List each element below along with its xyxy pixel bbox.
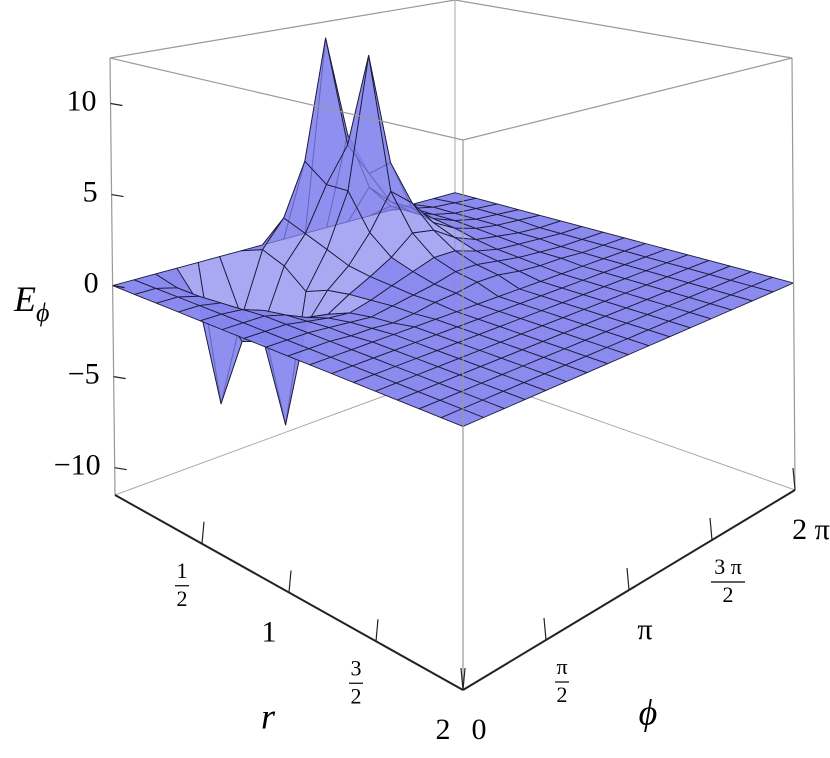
box-edge [109,0,456,59]
y-tick [792,467,796,491]
y-tick [543,617,547,641]
box-edge [109,57,116,496]
tick-label: −5 [68,358,100,391]
z-tick [113,376,126,380]
box-edge [454,0,793,59]
x-tick [288,570,292,593]
box-edge [791,57,796,491]
box-edge [462,57,793,141]
tick-label: −10 [54,449,101,482]
x-tick [462,667,466,691]
z-axis-title: Eϕ [13,279,49,327]
box-edge [109,57,464,141]
z-tick [114,467,127,471]
y-tick [709,517,713,541]
x-tick [201,521,205,544]
tick-label: 0 [472,713,487,746]
tick-label: 10 [67,84,97,117]
tick-label: 1 [262,615,277,648]
y-tick [460,667,464,691]
z-tick [110,102,123,107]
tick-label: 2 π [792,513,830,546]
tick-label: 3/2 [351,655,362,708]
tick-label: 2 [436,713,451,746]
x-axis-title: r [261,696,276,736]
y-tick [626,567,630,591]
tick-label: 3 π/2 [714,554,742,607]
tick-label: 1/2 [177,558,188,611]
surface [112,37,795,427]
surface-patch [440,408,485,427]
z-tick [112,285,125,289]
z-tick [111,193,124,198]
tick-label: 0 [84,266,99,299]
tick-label: 5 [83,175,98,208]
y-axis-title: ϕ [639,692,658,732]
tick-label: π/2 [556,654,567,707]
x-tick [375,619,379,642]
tick-label: π [637,613,652,646]
